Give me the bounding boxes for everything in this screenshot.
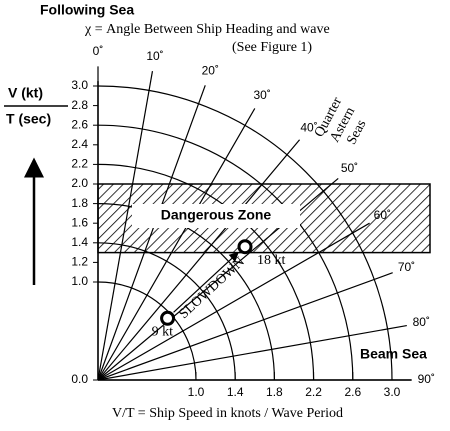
x-tick-label: 1.4 [227,385,244,399]
beam-label: Beam Sea [360,346,427,362]
radial-line [97,71,154,381]
angle-label: 20˚ [202,64,219,78]
angle-label: 80˚ [413,315,430,329]
slowdown-arrow [173,251,239,313]
title: χ = Angle Between Ship Heading and wave [84,22,330,37]
y-label-top: V (kt) [8,85,43,101]
arc [97,124,354,381]
angle-label: 70˚ [398,260,415,274]
radial-line [97,222,370,381]
y-tick-label: 1.6 [71,215,88,229]
x-tick-label: 2.6 [344,385,361,399]
angle-label: 50˚ [341,161,358,175]
y-label-bottom: T (sec) [6,111,51,127]
angle-label: 60˚ [374,208,391,222]
arc [97,281,197,381]
x-tick-label: 3.0 [384,385,401,399]
point-label: 18 kt [257,253,286,268]
x-axis-label: V/T = Ship Speed in knots / Wave Period [112,406,343,421]
y-tick-label: 2.8 [71,98,88,112]
y-tick-label: 2.2 [71,157,88,171]
angle-label: 30˚ [253,88,270,102]
angle-label: 10˚ [146,49,163,63]
angle-label: 40˚ [300,121,317,135]
y-tick-label: 2.4 [71,137,88,151]
y-tick-label: 1.4 [71,235,88,249]
subtitle: Following Sea [40,2,134,18]
radial-line [97,139,301,381]
speed-point [237,239,253,255]
angle-label: 90˚ [418,372,435,386]
zone-label-box [132,204,300,228]
radial-line [97,272,393,381]
y-tick-label: 1.2 [71,255,88,269]
slowdown-label: SLOWDOWN [176,255,247,322]
radial-line [97,85,206,381]
arc [97,85,393,381]
y-tick-label: 1.8 [71,196,88,210]
x-tick-label: 1.8 [266,385,283,399]
y-tick-label: 1.0 [71,274,88,288]
y-tick-label: 0.0 [71,372,88,386]
y-tick-label: 3.0 [71,78,88,92]
arc [97,242,236,381]
y-tick-label: 2.6 [71,117,88,131]
radial-line [97,108,256,381]
speed-point [160,310,176,326]
y-tick-label: 2.0 [71,176,88,190]
x-tick-label: 2.2 [305,385,322,399]
angle-label: 0˚ [93,44,104,58]
point-label: 9 kt [152,324,174,339]
note: (See Figure 1) [232,40,312,55]
zone-label: Dangerous Zone [161,207,272,223]
x-tick-label: 1.0 [188,385,205,399]
radial-line [97,324,407,381]
